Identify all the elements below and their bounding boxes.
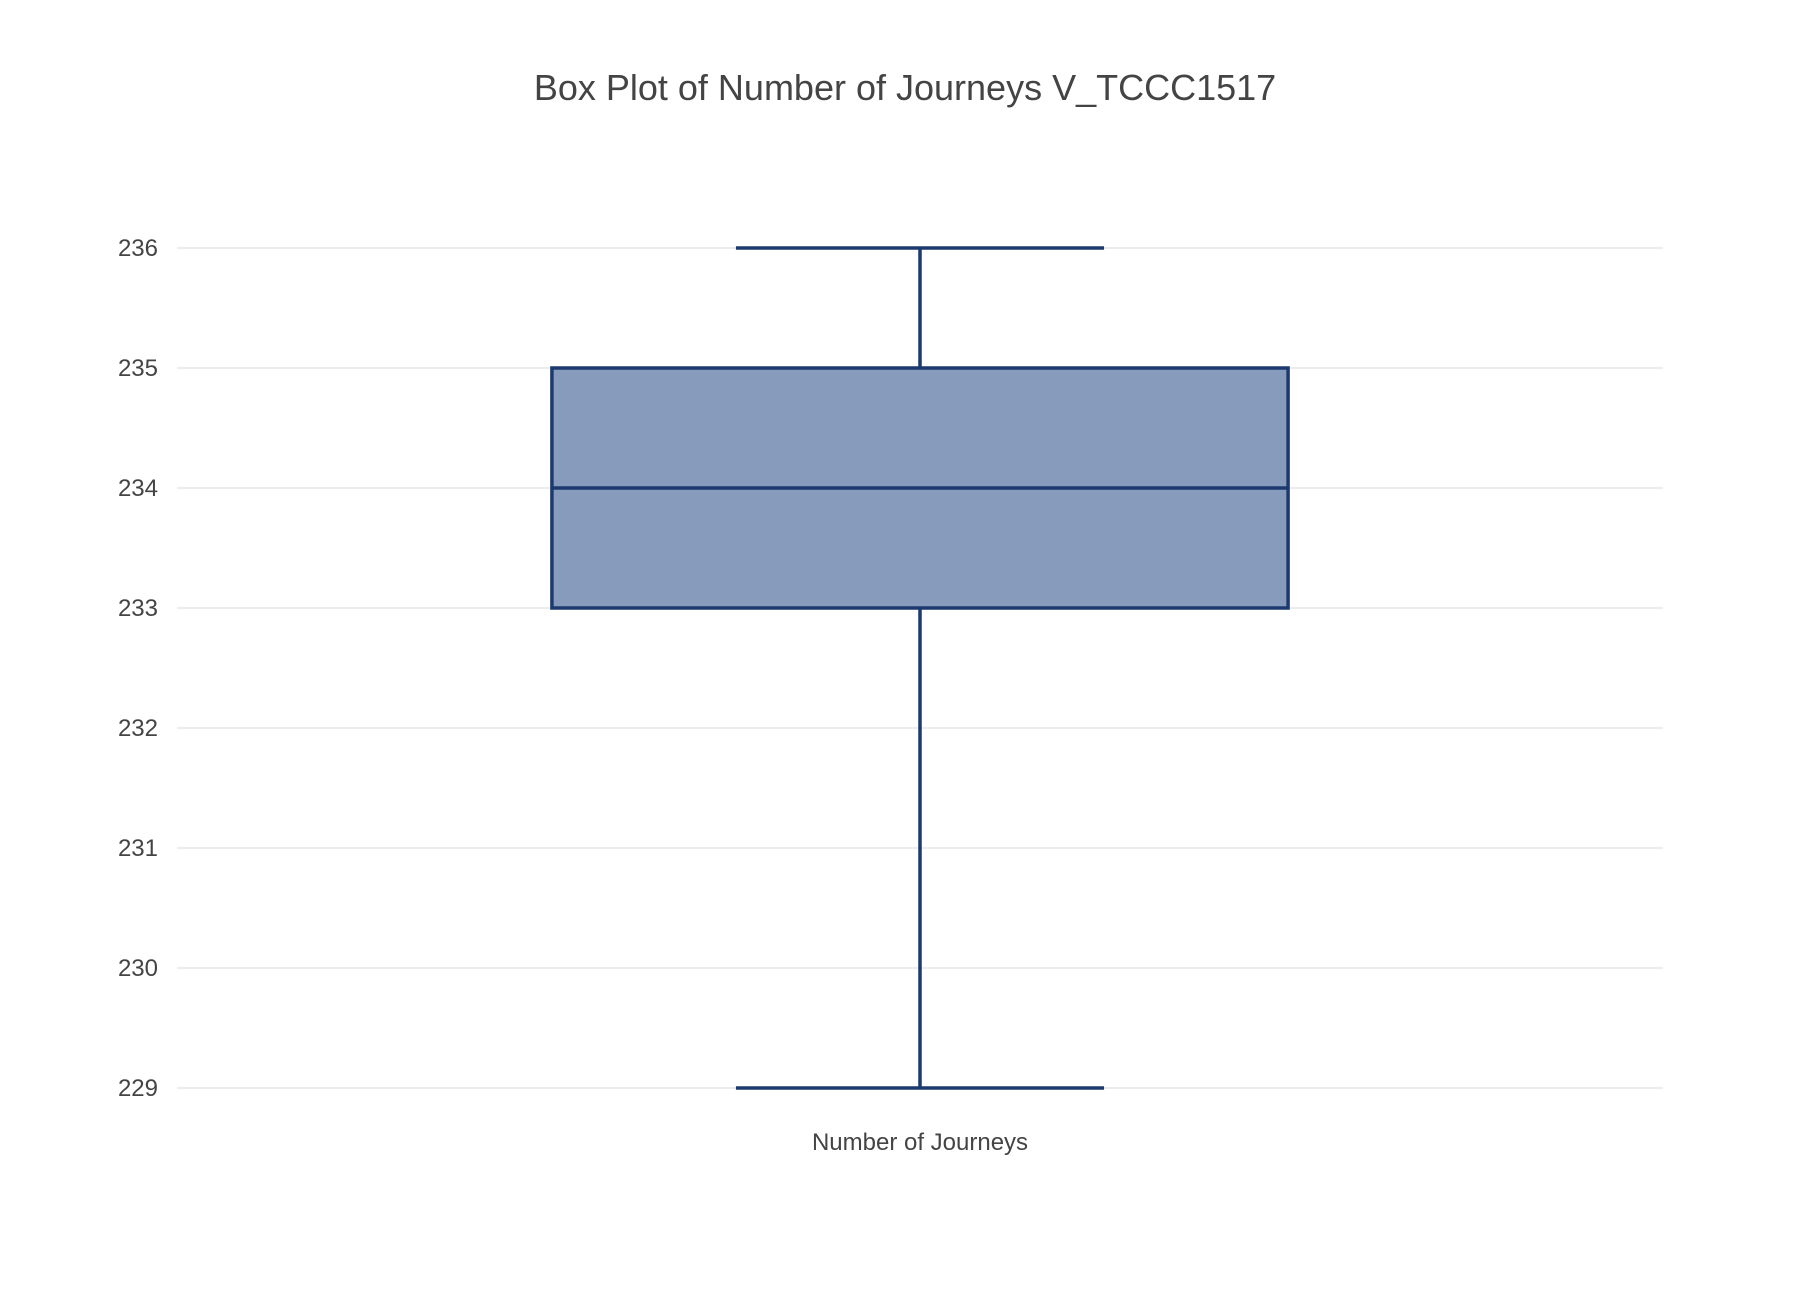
y-tick-label: 235 — [118, 355, 158, 382]
x-axis: Number of Journeys — [812, 1129, 1028, 1156]
y-tick-label: 234 — [118, 475, 158, 502]
y-axis: 229 230 231 232 233 234 235 236 — [118, 235, 158, 1102]
y-tick-label: 233 — [118, 595, 158, 622]
plot-area — [550, 246, 1290, 1090]
y-tick-label: 230 — [118, 955, 158, 982]
y-tick-label: 231 — [118, 835, 158, 862]
x-category-label: Number of Journeys — [812, 1129, 1028, 1156]
y-tick-label: 229 — [118, 1075, 158, 1102]
y-tick-label: 232 — [118, 715, 158, 742]
chart-title: Box Plot of Number of Journeys V_TCCC151… — [534, 67, 1276, 108]
y-tick-label: 236 — [118, 235, 158, 262]
